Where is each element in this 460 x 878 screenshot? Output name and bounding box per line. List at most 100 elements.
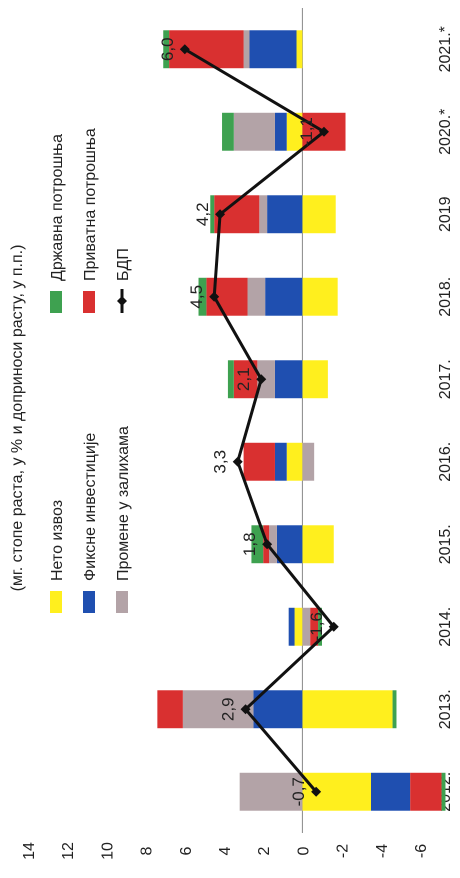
- y-tick-label: 2: [256, 846, 273, 855]
- bar-segment: [302, 525, 334, 564]
- y-tick-label: 4: [217, 846, 234, 855]
- bar-segment: [302, 607, 311, 646]
- bar-segment: [251, 525, 264, 564]
- y-tick-label: -4: [374, 844, 391, 858]
- gdp-data-label: -0,7: [289, 777, 308, 806]
- gdp-point: [262, 539, 273, 550]
- x-tick-label: 2018.: [437, 277, 454, 317]
- gdp-point: [240, 704, 251, 715]
- legend-swatch: [83, 291, 95, 313]
- bar-segment: [302, 690, 393, 729]
- bar-segment: [371, 772, 411, 811]
- bar-segment: [239, 772, 303, 811]
- bar-segment: [163, 30, 170, 69]
- legend-label: Приватна потрошња: [82, 128, 99, 281]
- bar-segment: [302, 277, 338, 316]
- x-tick-label: 2020.*: [437, 109, 454, 155]
- gdp-point: [328, 621, 339, 632]
- bar-segment: [206, 277, 248, 316]
- bar-segment: [441, 772, 446, 811]
- bar-segment: [310, 607, 319, 646]
- bar-segment: [288, 607, 295, 646]
- bar-segment: [286, 112, 303, 151]
- y-tick-label: -2: [335, 844, 352, 858]
- x-tick-label: 2017.: [437, 359, 454, 399]
- bar-segment: [243, 442, 275, 481]
- bar-segment: [302, 195, 336, 234]
- bar-segment: [249, 30, 297, 69]
- gdp-data-label: 2,9: [219, 697, 238, 721]
- bar-segment: [286, 442, 303, 481]
- gdp-point: [215, 209, 226, 220]
- bar-segment: [302, 772, 371, 811]
- bar-segment: [182, 690, 254, 729]
- gdp-data-label: -1,1: [297, 117, 316, 146]
- bar-segment: [296, 30, 303, 69]
- y-tick-label: -6: [413, 844, 430, 858]
- x-tick-label: 2021.*: [437, 26, 454, 72]
- bar-segment: [233, 112, 275, 151]
- bar-segment: [222, 112, 234, 151]
- legend-label: Државна потрошња: [49, 134, 66, 281]
- x-tick-label: 2019: [437, 196, 454, 232]
- bar-segment: [294, 607, 303, 646]
- y-tick-label: 6: [178, 846, 195, 855]
- gdp-data-label: -1,6: [307, 612, 326, 641]
- legend-swatch: [116, 591, 128, 613]
- bar-segment: [410, 772, 442, 811]
- bar-segment: [274, 442, 287, 481]
- x-tick-label: 2014.: [437, 607, 454, 647]
- chart-subtitle: (мг. стопе раста, у % и доприноси расту,…: [9, 245, 26, 592]
- gdp-data-label: 2,1: [234, 367, 253, 391]
- bar-segment: [169, 30, 244, 69]
- y-tick-label: 8: [139, 846, 156, 855]
- legend-label: Фиксне инвестиције: [82, 433, 99, 581]
- legend-label: Нето извоз: [49, 500, 66, 581]
- gdp-point: [232, 456, 243, 467]
- bar-segment: [267, 195, 303, 234]
- legend-swatch: [50, 291, 62, 313]
- gdp-point: [179, 44, 190, 55]
- y-tick-label: 14: [21, 842, 38, 860]
- gdp-point: [256, 374, 267, 385]
- bar-segment: [253, 690, 303, 729]
- bar-segment: [243, 30, 250, 69]
- gdp-data-label: 3,3: [211, 450, 230, 474]
- bar-segment: [247, 277, 266, 316]
- gdp-data-label: 6,0: [158, 37, 177, 61]
- bar-segment: [198, 277, 207, 316]
- legend-swatch: [83, 591, 95, 613]
- bar-segment: [259, 195, 268, 234]
- x-tick-label: 2015.: [437, 524, 454, 564]
- gdp-point: [318, 126, 329, 137]
- legend-swatch: [50, 591, 62, 613]
- y-tick-label: 0: [295, 846, 312, 855]
- bar-segment: [302, 442, 315, 481]
- x-tick-label: 2016.: [437, 442, 454, 482]
- bar-segment: [157, 690, 183, 729]
- bar-segment: [302, 360, 328, 399]
- legend-label: Промене у залихама: [115, 426, 132, 581]
- bar-segment: [276, 525, 303, 564]
- bar-segment: [274, 360, 303, 399]
- bar-segment: [227, 360, 234, 399]
- gdp-line: [184, 47, 336, 793]
- gdp-point: [311, 786, 322, 797]
- bar-segment: [392, 690, 397, 729]
- gdp-data-label: 1,8: [240, 532, 259, 556]
- y-tick-label: 12: [60, 842, 77, 860]
- y-tick-label: 10: [99, 842, 116, 860]
- gdp-point: [209, 291, 220, 302]
- legend-line-marker: [117, 296, 127, 306]
- gdp-data-label: 4,2: [193, 202, 212, 226]
- legend-label: БДП: [115, 248, 132, 281]
- bar-segment: [318, 607, 322, 646]
- rotated-plot-group: 14 12 10 8 6 4 2 0 -2 -4 -62012.2013.2014.2015.201…: [9, 8, 454, 860]
- x-tick-label: 2013.: [437, 689, 454, 729]
- bar-segment: [214, 195, 260, 234]
- bar-segment: [265, 277, 303, 316]
- bar-segment: [210, 195, 215, 234]
- bar-segment: [233, 360, 258, 399]
